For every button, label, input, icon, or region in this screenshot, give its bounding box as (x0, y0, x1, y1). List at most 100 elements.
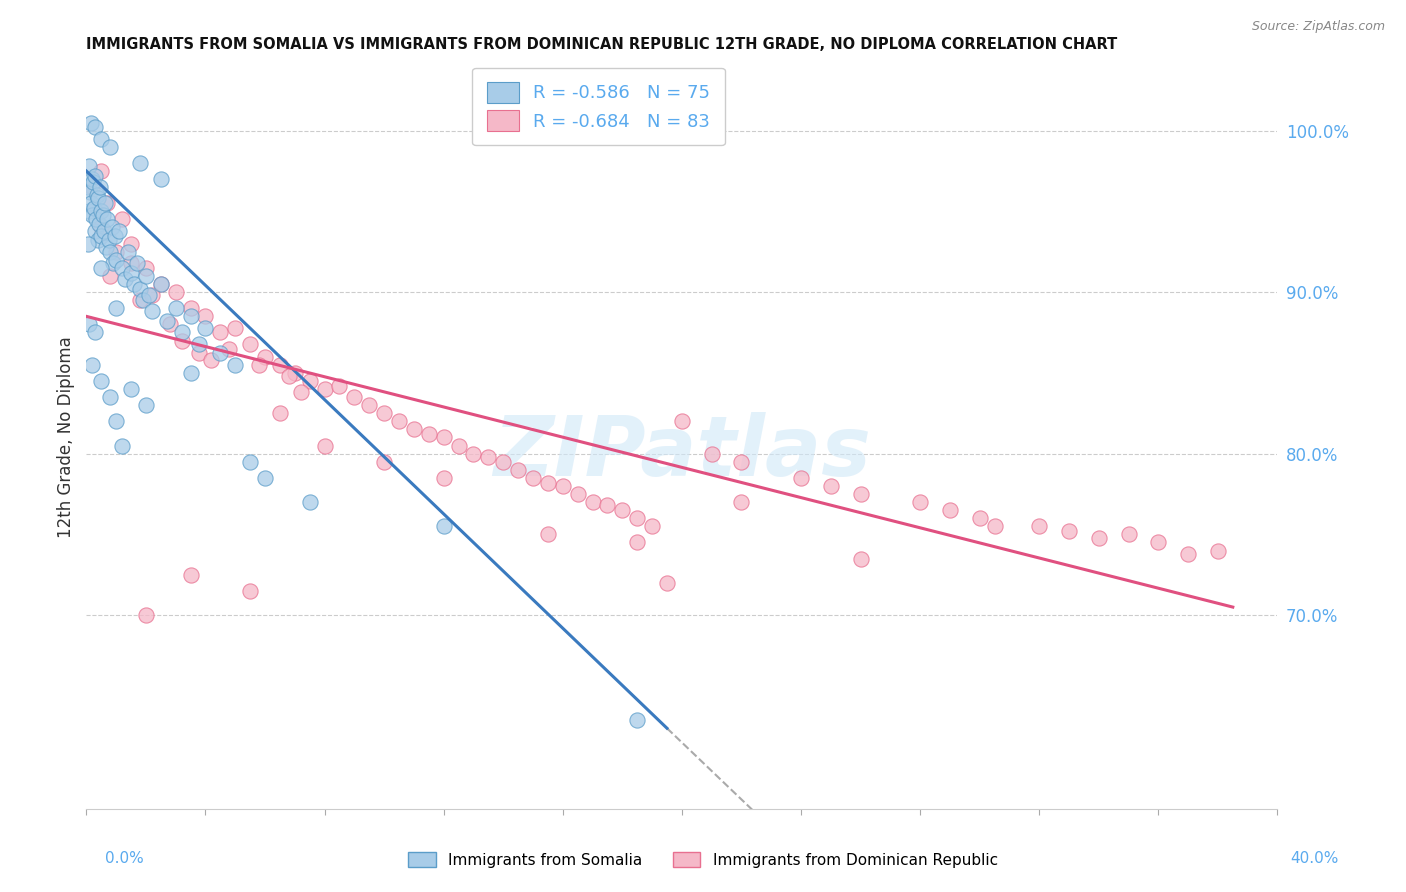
Point (626, 535, 648, 549)
Point (253, 350, 276, 364)
Point (103, 228, 125, 243)
Point (82, 358, 104, 372)
Point (96, 196, 118, 211)
Point (551, 479, 574, 493)
Point (277, 369, 299, 384)
Point (128, 282, 150, 296)
Point (209, 346, 232, 360)
Point (188, 346, 211, 360)
Point (135, 260, 157, 275)
Point (108, 224, 131, 238)
Point (138, 288, 160, 302)
Point (418, 427, 440, 442)
Point (93, 224, 115, 238)
Point (180, 366, 202, 380)
Point (849, 487, 872, 501)
Point (506, 463, 529, 477)
Y-axis label: 12th Grade, No Diploma: 12th Grade, No Diploma (58, 336, 75, 539)
Point (159, 318, 181, 332)
Point (849, 551, 872, 566)
Point (111, 260, 134, 275)
Point (135, 608, 157, 623)
Legend: Immigrants from Somalia, Immigrants from Dominican Republic: Immigrants from Somalia, Immigrants from… (402, 846, 1004, 873)
Legend: R = -0.586   N = 75, R = -0.684   N = 83: R = -0.586 N = 75, R = -0.684 N = 83 (472, 68, 725, 145)
Point (84, 169, 107, 183)
Point (730, 455, 752, 469)
Point (1028, 519, 1050, 533)
Point (90, 204, 112, 219)
Point (983, 519, 1005, 533)
Text: IMMIGRANTS FROM SOMALIA VS IMMIGRANTS FROM DOMINICAN REPUBLIC 12TH GRADE, NO DIP: IMMIGRANTS FROM SOMALIA VS IMMIGRANTS FR… (86, 37, 1118, 53)
Point (218, 342, 240, 356)
Text: Source: ZipAtlas.com: Source: ZipAtlas.com (1251, 20, 1385, 33)
Point (180, 567, 202, 582)
Point (269, 358, 291, 372)
Point (77, 318, 100, 332)
Point (700, 447, 723, 461)
Point (122, 277, 145, 291)
Point (135, 398, 157, 412)
Point (522, 471, 544, 485)
Point (141, 288, 163, 302)
Point (180, 301, 202, 316)
Point (76, 236, 98, 251)
Point (84, 212, 107, 227)
Point (90, 220, 112, 235)
Point (165, 301, 187, 316)
Point (98, 268, 121, 283)
Point (91, 208, 114, 222)
Point (567, 487, 589, 501)
Point (156, 314, 179, 328)
Point (314, 439, 336, 453)
Point (284, 366, 307, 380)
Point (170, 326, 193, 340)
Text: 40.0%: 40.0% (1291, 851, 1339, 865)
Point (101, 256, 124, 270)
Point (96, 212, 118, 227)
Point (626, 511, 648, 525)
Point (908, 495, 931, 509)
Point (655, 575, 678, 590)
Point (97, 234, 120, 248)
Point (433, 471, 456, 485)
Point (298, 374, 321, 388)
Point (86, 234, 108, 248)
Point (128, 156, 150, 170)
Point (612, 503, 634, 517)
Point (77, 159, 100, 173)
Point (180, 310, 202, 324)
Point (82, 208, 104, 222)
Point (84, 326, 107, 340)
Point (141, 304, 163, 318)
Point (111, 212, 134, 227)
Point (820, 479, 842, 493)
Point (641, 519, 664, 533)
Point (128, 293, 150, 308)
Point (82, 180, 104, 194)
Point (77, 204, 100, 219)
Point (194, 310, 217, 324)
Point (87, 191, 110, 205)
Point (98, 390, 121, 404)
Point (98, 244, 121, 259)
Point (194, 320, 217, 334)
Point (343, 390, 366, 404)
Point (537, 475, 560, 490)
Point (790, 471, 813, 485)
Point (492, 455, 515, 469)
Point (125, 256, 148, 270)
Point (114, 272, 136, 286)
Point (79, 185, 101, 199)
Point (90, 374, 112, 388)
Point (253, 471, 276, 485)
Point (373, 406, 395, 420)
Point (239, 583, 262, 598)
Point (87, 217, 110, 231)
Point (1177, 547, 1199, 561)
Point (100, 220, 122, 235)
Point (239, 336, 262, 351)
Point (149, 172, 172, 186)
Text: 0.0%: 0.0% (105, 851, 145, 865)
Point (82, 175, 104, 189)
Point (105, 301, 128, 316)
